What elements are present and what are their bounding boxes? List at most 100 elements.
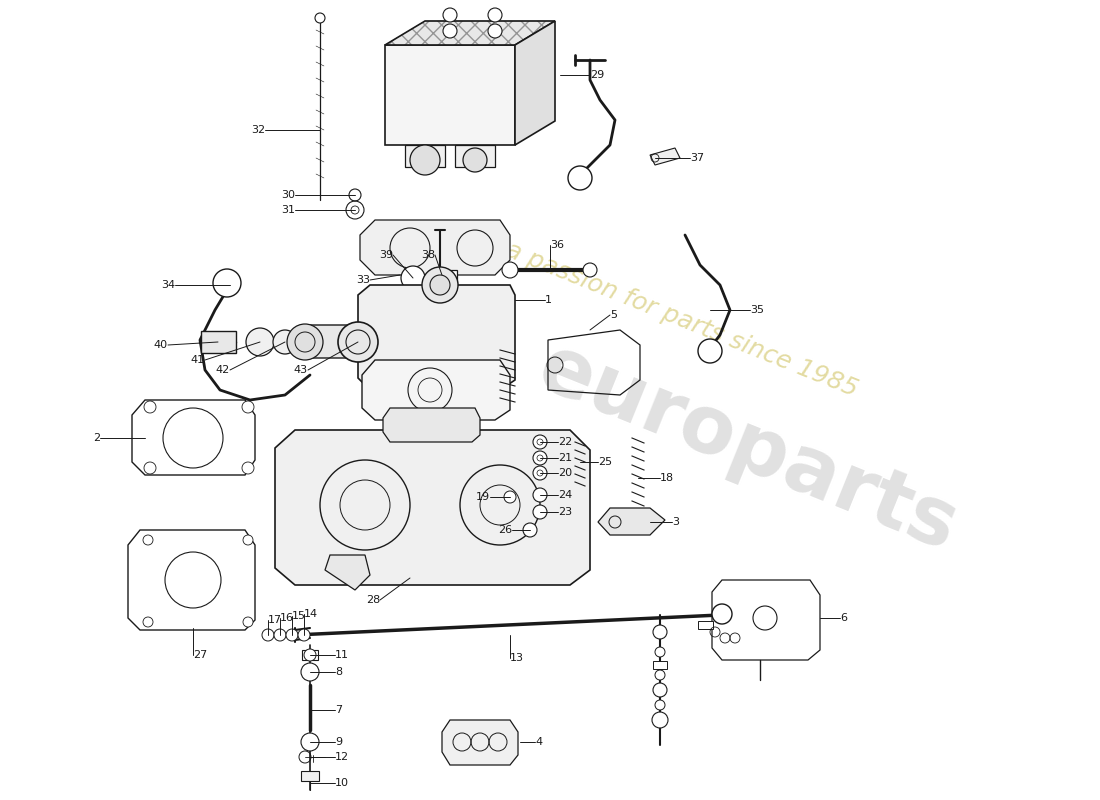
Circle shape [143,617,153,627]
Circle shape [242,462,254,474]
Text: 41: 41 [191,355,205,365]
Circle shape [213,269,241,297]
Text: 4: 4 [535,737,542,747]
Polygon shape [385,45,515,145]
Text: 17: 17 [268,615,282,625]
Circle shape [654,647,666,657]
Circle shape [522,523,537,537]
Circle shape [488,24,502,38]
Circle shape [242,401,254,413]
Text: 23: 23 [558,507,572,517]
Polygon shape [442,720,518,765]
Circle shape [534,505,547,519]
Text: 36: 36 [550,240,564,250]
Bar [697,621,713,629]
Polygon shape [598,508,666,535]
Polygon shape [362,360,510,420]
Circle shape [301,663,319,681]
Circle shape [410,145,440,175]
Text: 40: 40 [154,340,168,350]
Circle shape [298,629,310,641]
Circle shape [443,24,456,38]
Polygon shape [358,285,515,390]
Polygon shape [360,220,510,275]
Text: 16: 16 [280,613,294,623]
Circle shape [534,451,547,465]
Circle shape [654,670,666,680]
Circle shape [243,617,253,627]
Circle shape [338,322,378,362]
Polygon shape [515,21,556,145]
Bar [429,270,456,286]
Text: 11: 11 [336,650,349,660]
Text: 26: 26 [498,525,512,535]
Text: 37: 37 [690,153,704,163]
Text: 6: 6 [840,613,847,623]
Circle shape [315,13,324,23]
Text: 35: 35 [750,305,764,315]
Circle shape [534,466,547,480]
Text: 12: 12 [336,752,349,762]
Text: 39: 39 [378,250,393,260]
Text: 10: 10 [336,778,349,788]
Text: 15: 15 [292,611,306,621]
Circle shape [463,148,487,172]
Text: 25: 25 [598,457,612,467]
Text: 33: 33 [356,275,370,285]
Circle shape [143,535,153,545]
Bar [301,771,319,781]
Circle shape [402,266,425,290]
Text: a passion for parts since 1985: a passion for parts since 1985 [503,238,861,402]
Text: 5: 5 [610,310,617,320]
Bar [200,331,235,353]
Polygon shape [298,325,370,358]
Circle shape [488,8,502,22]
Polygon shape [405,145,446,167]
Text: 32: 32 [251,125,265,135]
Text: 20: 20 [558,468,572,478]
Circle shape [286,629,298,641]
Circle shape [262,629,274,641]
Circle shape [698,339,722,363]
Polygon shape [385,21,556,45]
Circle shape [430,275,450,295]
Text: 27: 27 [192,650,207,660]
Circle shape [534,488,547,502]
Text: 1: 1 [544,295,552,305]
Text: 8: 8 [336,667,342,677]
Text: 38: 38 [421,250,434,260]
Text: 18: 18 [660,473,674,483]
Circle shape [301,733,319,751]
Text: 3: 3 [672,517,679,527]
Polygon shape [383,408,480,442]
Circle shape [504,491,516,503]
Bar [302,650,318,660]
Text: 7: 7 [336,705,342,715]
Circle shape [243,535,253,545]
Circle shape [273,330,297,354]
Circle shape [534,435,547,449]
Circle shape [246,328,274,356]
Polygon shape [650,148,680,165]
Circle shape [537,439,543,445]
Circle shape [349,189,361,201]
Bar [653,661,667,669]
Circle shape [653,683,667,697]
Text: 21: 21 [558,453,572,463]
Text: 28: 28 [365,595,380,605]
Text: 9: 9 [336,737,342,747]
Text: 13: 13 [510,653,524,663]
Circle shape [443,8,456,22]
Circle shape [652,712,668,728]
Text: 14: 14 [304,609,318,619]
Circle shape [653,625,667,639]
Circle shape [287,324,323,360]
Polygon shape [275,430,590,585]
Circle shape [502,262,518,278]
Polygon shape [455,145,495,167]
Text: 24: 24 [558,490,572,500]
Text: 30: 30 [280,190,295,200]
Circle shape [144,462,156,474]
Text: 29: 29 [590,70,604,80]
Circle shape [568,166,592,190]
